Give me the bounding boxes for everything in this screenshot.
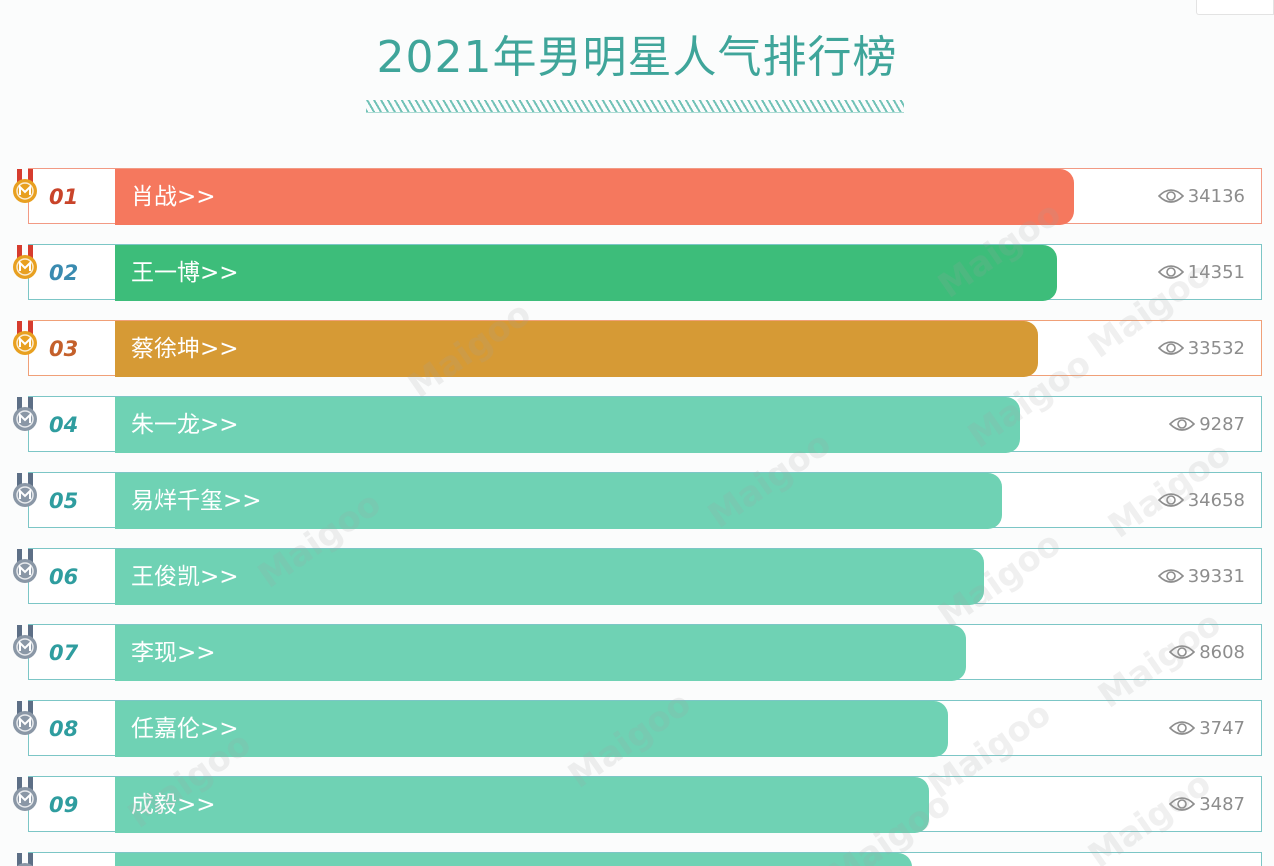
ranking-row[interactable]: 07 李现>> 8608 [13, 624, 1262, 681]
gold-medal-icon [13, 245, 37, 279]
eye-icon [1157, 568, 1184, 583]
popularity-bar [115, 701, 948, 757]
view-count: 9287 [1169, 397, 1245, 453]
page-title: 2021年男明星人气排行榜 [376, 32, 898, 83]
view-count: 3747 [1169, 701, 1245, 757]
eye-icon [1157, 340, 1184, 355]
popularity-bar [115, 169, 1074, 225]
popularity-bar [115, 853, 912, 866]
view-count: 34658 [1157, 473, 1245, 529]
ranking-row[interactable]: 05 易烊千玺>> 34658 [13, 472, 1262, 529]
view-count-value: 39331 [1187, 566, 1245, 587]
ranking-row[interactable]: 06 王俊凯>> 39331 [13, 548, 1262, 605]
title-underline [366, 100, 904, 113]
view-count-value: 33532 [1187, 338, 1245, 359]
eye-icon [1169, 644, 1196, 659]
celebrity-name-link[interactable]: 成毅>> [131, 792, 216, 818]
popularity-bar [115, 473, 1002, 529]
silver-medal-icon [17, 853, 33, 866]
eye-icon [1157, 492, 1184, 507]
popularity-bar [115, 321, 1038, 377]
eye-icon [1169, 796, 1196, 811]
celebrity-name-link[interactable]: 蔡徐坤>> [131, 336, 239, 362]
popularity-bar [115, 549, 984, 605]
popularity-bar [115, 397, 1020, 453]
celebrity-name-link[interactable]: 任嘉伦>> [131, 716, 239, 742]
celebrity-name-link[interactable]: 易烊千玺>> [131, 488, 262, 514]
eye-icon [1157, 188, 1184, 203]
popularity-bar [115, 625, 966, 681]
view-count: 39331 [1157, 549, 1245, 605]
celebrity-name-link[interactable]: 王俊凯>> [131, 564, 239, 590]
view-count: 8608 [1169, 625, 1245, 681]
celebrity-name-link[interactable]: 李现>> [131, 640, 216, 666]
view-count: 33532 [1157, 321, 1245, 377]
eye-icon [1169, 720, 1196, 735]
silver-medal-icon [13, 777, 37, 811]
celebrity-name-link[interactable]: 王一博>> [131, 260, 239, 286]
rank-number: 07 [49, 641, 79, 665]
view-count-value: 14351 [1187, 262, 1245, 283]
corner-control[interactable] [1196, 0, 1274, 15]
silver-medal-icon [13, 473, 37, 507]
rank-number: 06 [49, 565, 79, 589]
view-count-value: 9287 [1199, 414, 1245, 435]
ranking-row[interactable]: 02 王一博>> 14351 [13, 244, 1262, 301]
view-count-value: 3747 [1199, 718, 1245, 739]
view-count: 3487 [1169, 777, 1245, 833]
view-count-value: 8608 [1199, 642, 1245, 663]
rank-number: 02 [49, 261, 79, 285]
eye-icon [1157, 264, 1184, 279]
ranking-row[interactable]: 09 成毅>> 3487 [13, 776, 1262, 833]
gold-medal-icon [13, 169, 37, 203]
popularity-bar [115, 245, 1057, 301]
celebrity-name-link[interactable]: 肖战>> [131, 184, 216, 210]
ranking-row[interactable]: 08 任嘉伦>> 3747 [13, 700, 1262, 757]
ranking-row[interactable]: 04 朱一龙>> 9287 [13, 396, 1262, 453]
view-count-value: 34136 [1187, 186, 1245, 207]
silver-medal-icon [13, 701, 37, 735]
eye-icon [1169, 416, 1196, 431]
celebrity-name-link[interactable]: 朱一龙>> [131, 412, 239, 438]
rank-number: 08 [49, 717, 79, 741]
silver-medal-icon [13, 397, 37, 431]
silver-medal-icon [13, 625, 37, 659]
gold-medal-icon [13, 321, 37, 355]
view-count: 14351 [1157, 245, 1245, 301]
rank-number: 04 [49, 413, 79, 437]
ranking-row[interactable]: 01 肖战>> 34136 [13, 168, 1262, 225]
rank-number: 09 [49, 793, 79, 817]
view-count: 34136 [1157, 169, 1245, 225]
view-count-value: 34658 [1187, 490, 1245, 511]
rank-number: 03 [49, 337, 79, 361]
popularity-bar [115, 777, 929, 833]
rank-number: 01 [49, 185, 79, 209]
silver-medal-icon [13, 549, 37, 583]
ranking-row[interactable]: 03 蔡徐坤>> 33532 [13, 320, 1262, 377]
view-count-value: 3487 [1199, 794, 1245, 815]
rank-number: 05 [49, 489, 79, 513]
ranking-row[interactable] [17, 852, 1262, 866]
